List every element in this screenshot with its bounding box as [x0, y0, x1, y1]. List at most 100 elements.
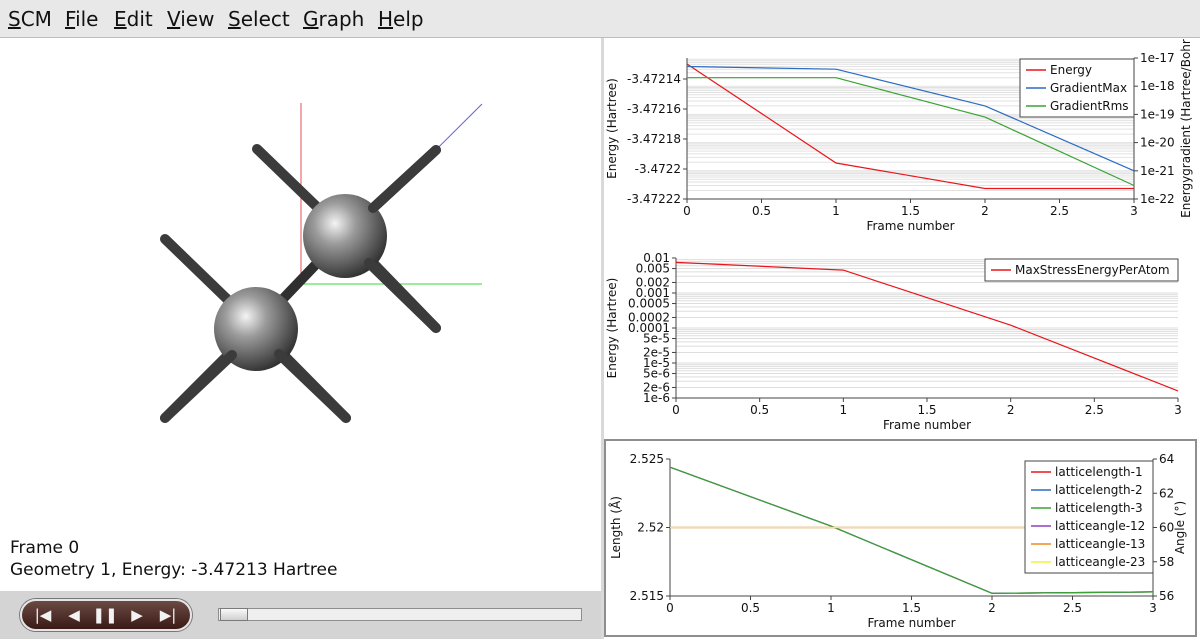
menu-file[interactable]: File	[65, 7, 98, 31]
step-back-icon: ◀	[68, 606, 80, 624]
x-tick-label: 0.5	[752, 204, 771, 218]
y-tick-label: 1e-5	[643, 356, 670, 370]
y-axis-label: Energy (Hartree)	[605, 78, 619, 179]
menu-select[interactable]: Select	[228, 7, 290, 31]
x-tick-label: 2	[1007, 403, 1015, 417]
y-tick-label: 0.01	[643, 251, 670, 265]
x-tick-label: 3	[1149, 601, 1157, 615]
step-forward-icon: ▶	[131, 606, 143, 624]
lattice-plot[interactable]: 0 0.5 1 1.5 2 2.5 3 Frame number 2.525 2.52 2.515 L…	[604, 439, 1197, 637]
y-tick-label: 5e-5	[643, 332, 670, 346]
molecule-canvas[interactable]	[0, 38, 601, 591]
bond	[274, 349, 351, 423]
menu-help[interactable]: Help	[378, 7, 424, 31]
frame-slider-handle[interactable]	[220, 608, 248, 621]
y2-tick-label: 60	[1159, 521, 1174, 535]
menu-file-label: ile	[75, 7, 99, 31]
frame-slider[interactable]	[218, 608, 582, 621]
pause-button[interactable]: ❚❚	[90, 604, 120, 626]
x-tick-label: 1	[840, 403, 848, 417]
bond	[368, 145, 441, 213]
y-tick-label: 0.0002	[628, 310, 670, 324]
x-axis-label: Frame number	[883, 418, 971, 432]
x-tick-label: 1.5	[902, 601, 921, 615]
menu-select-mnemonic: S	[228, 7, 241, 31]
stress-plot[interactable]: 0 0.5 1 1.5 2 2.5 3 Frame number 0.01 0.005 0.002 0…	[604, 238, 1200, 438]
x-tick-label: 3	[1174, 403, 1182, 417]
legend-label: latticelength-2	[1055, 483, 1143, 497]
legend-label: MaxStressEnergyPerAtom	[1015, 263, 1170, 277]
skip-forward-icon: ▶|	[159, 606, 177, 624]
menu-view-mnemonic: V	[167, 7, 181, 31]
menu-help-label: elp	[393, 7, 424, 31]
menu-view[interactable]: View	[167, 7, 214, 31]
x-tick-label: 2.5	[1050, 204, 1069, 218]
y2-tick-label: 1e-18	[1140, 79, 1175, 93]
energy-gradient-plot[interactable]: 0 0.5 1 1.5 2 2.5 3 Frame number -3.47214 -3.4721…	[604, 38, 1200, 238]
y-tick-label: 2.515	[630, 589, 664, 603]
molecule-viewer[interactable]: Frame 0 Geometry 1, Energy: -3.47213 Har…	[0, 38, 601, 591]
y-tick-label: 2e-6	[643, 380, 670, 394]
y2-tick-label: 58	[1159, 555, 1174, 569]
y-tick-label: 0.002	[636, 275, 670, 289]
y-tick-label: 2.525	[630, 452, 664, 466]
y2-tick-label: 1e-21	[1140, 164, 1175, 178]
legend-box	[984, 258, 1179, 282]
y-tick-label: 5e-6	[643, 367, 670, 381]
series-line	[687, 77, 1135, 187]
pane-divider[interactable]	[601, 38, 604, 639]
series-line	[686, 65, 1135, 172]
skip-back-icon: |◀	[34, 606, 52, 624]
x-tick-label: 2.5	[1085, 403, 1104, 417]
x-tick-label: 0	[683, 204, 691, 218]
x-tick-label: 2	[988, 601, 996, 615]
legend-label: latticeangle-13	[1055, 537, 1145, 551]
y2-tick-label: 64	[1159, 452, 1174, 466]
series-line	[669, 466, 1154, 594]
menu-file-mnemonic: F	[65, 7, 76, 31]
y-tick-label: 1e-6	[643, 391, 670, 405]
x-axis-label: Frame number	[867, 616, 955, 630]
energy-gradient-chart: 0 0.5 1 1.5 2 2.5 3 Frame number -3.47214 -3.4721…	[605, 39, 1193, 233]
next-frame-button[interactable]: ▶	[122, 604, 152, 626]
legend-label: latticelength-1	[1055, 465, 1143, 479]
first-frame-button[interactable]: |◀	[28, 604, 58, 626]
y-tick-label: 2e-5	[643, 345, 670, 359]
previous-frame-button[interactable]: ◀	[59, 604, 89, 626]
x-tick-label: 3	[1130, 204, 1138, 218]
y-tick-label: 2.52	[637, 521, 664, 535]
x-tick-label: 0.5	[750, 403, 769, 417]
menu-edit[interactable]: Edit	[114, 7, 153, 31]
menu-select-label: elect	[240, 7, 290, 31]
x-tick-label: 2	[981, 204, 989, 218]
y-tick-label: -3.47218	[627, 132, 681, 146]
menu-graph-mnemonic: G	[303, 7, 319, 31]
x-tick-label: 0.5	[741, 601, 760, 615]
last-frame-button[interactable]: ▶|	[153, 604, 183, 626]
carbon-atom[interactable]	[303, 194, 387, 278]
y-tick-label: -3.47214	[627, 72, 681, 86]
menu-scm[interactable]: SCM	[8, 7, 52, 31]
x-tick-label: 1.5	[901, 204, 920, 218]
y2-tick-label: 1e-20	[1140, 136, 1175, 150]
geometry-energy-label: Geometry 1, Energy: -3.47213 Hartree	[10, 560, 338, 580]
legend-label: GradientMax	[1050, 81, 1127, 95]
menu-scm-label: CM	[20, 7, 52, 31]
legend-label: latticeangle-12	[1055, 519, 1145, 533]
lattice-chart: 0 0.5 1 1.5 2 2.5 3 Frame number 2.525 2.52 2.515 L…	[608, 452, 1187, 630]
x-tick-label: 1	[832, 204, 840, 218]
menu-help-mnemonic: H	[378, 7, 394, 31]
y-tick-label: -3.47216	[627, 102, 681, 116]
menu-graph[interactable]: Graph	[303, 7, 364, 31]
legend-box	[1024, 460, 1154, 574]
menu-graph-label: raph	[318, 7, 365, 31]
y-tick-label: -3.4722	[635, 162, 681, 176]
y2-tick-label: 56	[1159, 589, 1174, 603]
y-tick-label: -3.47222	[627, 192, 681, 206]
x-tick-label: 1.5	[917, 403, 936, 417]
y-tick-label: 0.0001	[628, 321, 670, 335]
y-axis-label: Energy (Hartree)	[605, 278, 619, 379]
menu-edit-label: dit	[126, 7, 153, 31]
y-axis-label: Length (Å)	[608, 496, 623, 559]
